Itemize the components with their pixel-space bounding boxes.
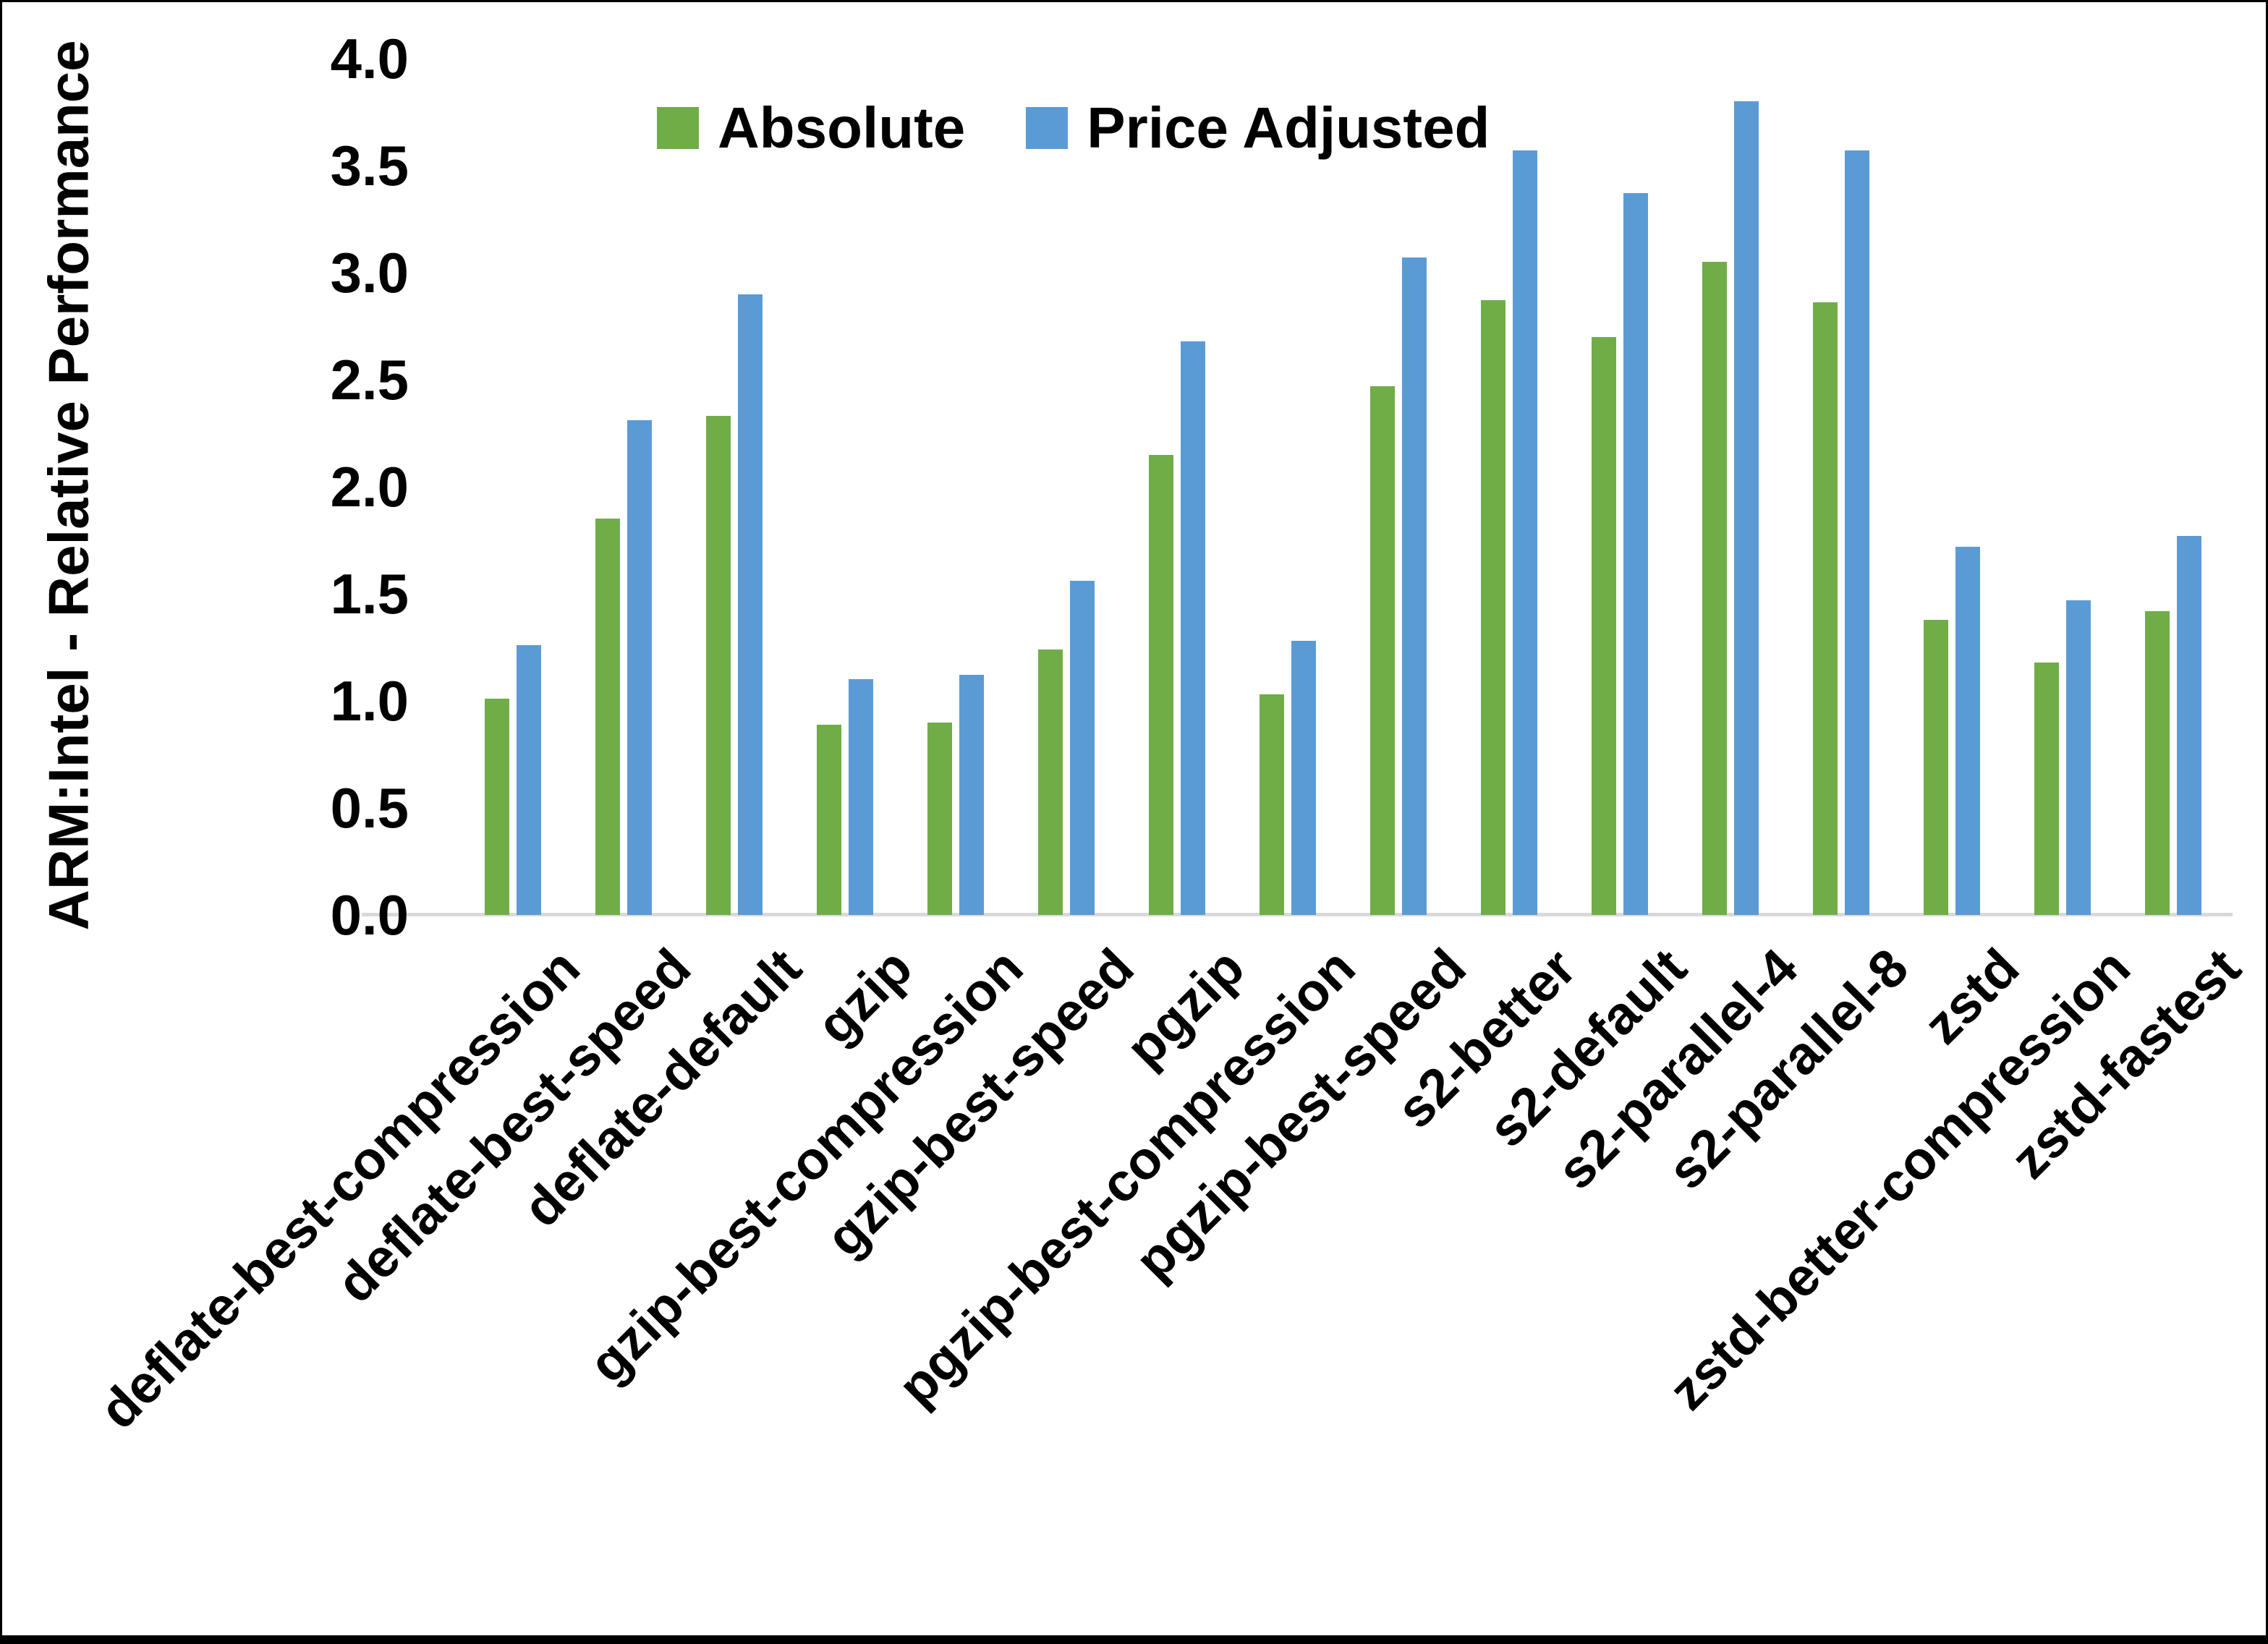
y-tick-label-1.0: 1.0 xyxy=(330,669,409,733)
bar-absolute-deflate-best-speed xyxy=(595,519,620,915)
y-tick-label-0.0: 0.0 xyxy=(330,883,409,947)
bar-price-adjusted-zstd-fastest xyxy=(2177,536,2201,915)
bar-absolute-gzip-best-compression xyxy=(927,723,952,915)
bar-absolute-zstd-better-compression xyxy=(2034,663,2059,915)
bar-absolute-gzip-best-speed xyxy=(1038,649,1063,915)
bar-price-adjusted-zstd xyxy=(1955,547,1980,915)
y-tick-label-3.5: 3.5 xyxy=(330,134,409,197)
bar-absolute-s2-parallel-4 xyxy=(1702,262,1727,915)
bar-absolute-zstd xyxy=(1924,620,1948,915)
bar-absolute-deflate-best-compression xyxy=(485,699,509,915)
y-tick-label-1.5: 1.5 xyxy=(330,562,409,626)
bar-price-adjusted-zstd-better-compression xyxy=(2066,600,2091,915)
bar-price-adjusted-s2-parallel-8 xyxy=(1845,150,1869,915)
bar-absolute-deflate-default xyxy=(706,416,731,915)
bar-absolute-pgzip xyxy=(1149,455,1173,915)
legend-item-absolute: Absolute xyxy=(657,95,965,161)
absolute-series-swatch xyxy=(657,107,699,149)
bar-absolute-s2-default xyxy=(1592,337,1616,915)
bar-absolute-pgzip-best-speed xyxy=(1370,386,1395,915)
bar-price-adjusted-gzip xyxy=(849,679,873,915)
bar-absolute-gzip xyxy=(817,725,841,915)
bar-price-adjusted-pgzip-best-compression xyxy=(1291,641,1316,915)
bar-price-adjusted-s2-parallel-4 xyxy=(1734,101,1759,915)
y-axis-title: ARM:Intel - Relative Performance xyxy=(36,40,101,931)
bar-price-adjusted-pgzip xyxy=(1181,341,1205,915)
bar-price-adjusted-deflate-best-speed xyxy=(627,420,652,915)
legend-item-price-adjusted: Price Adjusted xyxy=(1026,95,1490,161)
bar-price-adjusted-deflate-default xyxy=(738,294,763,915)
y-tick-label-4.0: 4.0 xyxy=(330,27,409,90)
bar-absolute-pgzip-best-compression xyxy=(1260,694,1284,915)
y-tick-label-2.5: 2.5 xyxy=(330,348,409,412)
y-tick-label-0.5: 0.5 xyxy=(330,776,409,840)
bar-absolute-zstd-fastest xyxy=(2145,611,2170,915)
bar-price-adjusted-deflate-best-compression xyxy=(517,645,541,915)
legend-label-absolute: Absolute xyxy=(718,95,966,160)
bar-price-adjusted-s2-better xyxy=(1513,150,1537,915)
bar-absolute-s2-better xyxy=(1481,300,1505,915)
legend-label-price-adjusted: Price Adjusted xyxy=(1087,95,1490,160)
bar-price-adjusted-gzip-best-speed xyxy=(1070,581,1095,915)
bar-price-adjusted-s2-default xyxy=(1623,193,1648,915)
price-adjusted-series-swatch xyxy=(1026,107,1069,149)
legend: Absolute Price Adjusted xyxy=(657,95,1490,161)
y-tick-label-3.0: 3.0 xyxy=(330,241,409,304)
bar-price-adjusted-pgzip-best-speed xyxy=(1402,257,1427,915)
y-tick-label-2.0: 2.0 xyxy=(330,455,409,519)
bar-price-adjusted-gzip-best-compression xyxy=(959,675,984,915)
bar-absolute-s2-parallel-8 xyxy=(1813,302,1838,915)
